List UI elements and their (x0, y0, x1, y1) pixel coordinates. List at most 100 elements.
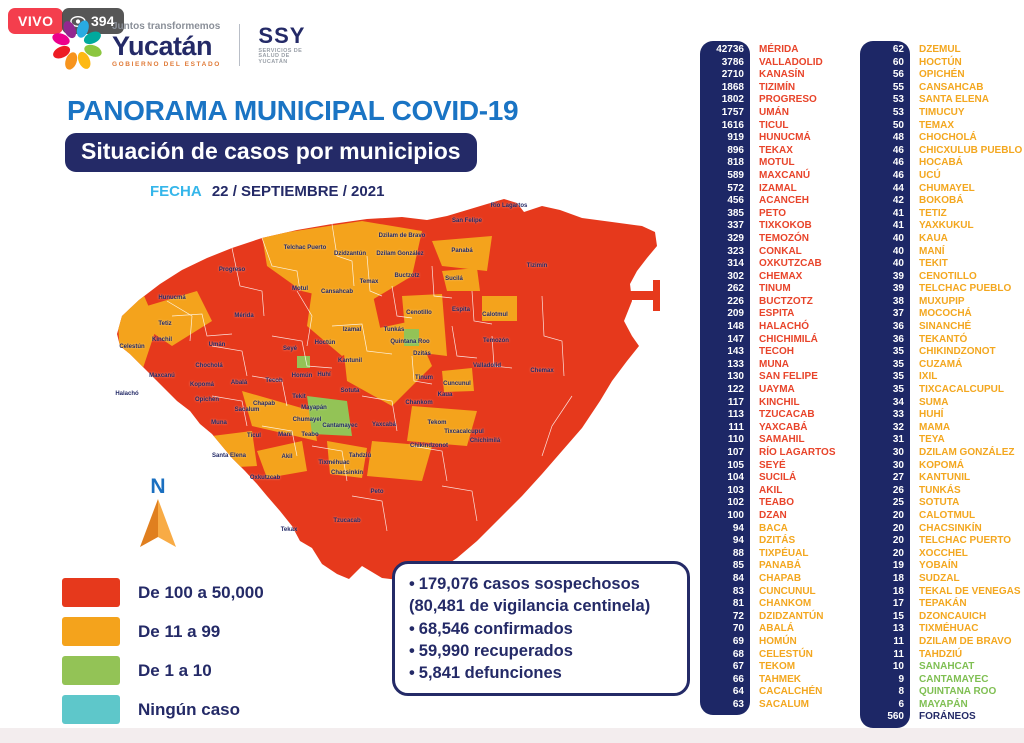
map-municipality-label: Progreso (218, 267, 246, 273)
municipality-count: 19 (892, 560, 904, 572)
municipality-name: CACALCHÉN (759, 686, 823, 698)
municipality-name: CONKAL (759, 245, 802, 257)
municipality-count: 81 (732, 598, 744, 610)
municipality-count: 26 (892, 484, 904, 496)
municipality-name: CANTAMAYEC (919, 673, 989, 685)
municipality-name: DZONCAUICH (919, 610, 987, 622)
municipality-name: QUINTANA ROO (919, 686, 997, 698)
municipality-name: ESPITA (759, 308, 795, 320)
brand-government-label: GOBIERNO DEL ESTADO (112, 60, 221, 68)
municipality-count: 41 (892, 220, 904, 232)
municipality-name: UCÚ (919, 169, 941, 181)
municipality-name: TEABO (759, 497, 794, 509)
municipality-count: 64 (732, 686, 744, 698)
municipality-name: HUHÍ (919, 409, 944, 421)
municipality-name: CENOTILLO (919, 270, 977, 282)
municipality-count: 56 (892, 69, 904, 81)
map-municipality-label: Muna (211, 420, 227, 426)
map-municipality-label: Motul (292, 286, 308, 292)
legend-row: De 1 a 10 (62, 656, 264, 685)
municipality-name: HALACHÓ (759, 321, 809, 333)
municipality-name: UAYMA (759, 384, 795, 396)
municipality-name: CANSAHCAB (919, 81, 984, 93)
municipality-name: SINANCHÉ (919, 321, 972, 333)
municipality-name: PETO (759, 207, 787, 219)
municipality-name: TEKIT (919, 258, 948, 270)
municipality-count: 105 (727, 459, 744, 471)
municipality-count: 1802 (721, 94, 744, 106)
map-municipality-label: Kaua (437, 392, 453, 398)
municipality-count: 11 (893, 648, 904, 660)
municipality-count: 110 (727, 434, 744, 446)
municipality-name: CHUMAYEL (919, 182, 975, 194)
municipality-name: DZITÁS (759, 535, 796, 547)
municipality-count: 46 (892, 157, 904, 169)
map-municipality-label: Kopomá (190, 382, 214, 388)
municipality-name: HOCABÁ (919, 157, 963, 169)
page-subtitle: Situación de casos por municipios (65, 133, 477, 172)
municipality-count: 63 (732, 698, 744, 710)
municipality-name: ACANCEH (759, 195, 809, 207)
municipality-name: SUCILÁ (759, 472, 797, 484)
municipality-name: TEYA (919, 434, 945, 446)
municipality-count: 41 (892, 207, 904, 219)
municipality-name: TELCHAC PUEBLO (919, 283, 1012, 295)
viewers-count: 394 (91, 13, 115, 29)
municipality-name: HUNUCMÁ (759, 132, 811, 144)
map-municipality-label: Espita (451, 307, 471, 313)
municipality-name: CUZAMÁ (919, 358, 963, 370)
map-municipality-label: Cuncunul (443, 381, 471, 387)
municipality-list-right: 62 60 56 55 53 53 50 48 46 46 46 44 42 41 41 40 40 40 39 39… (860, 41, 1022, 729)
municipality-count: 15 (892, 610, 904, 622)
legend-row: Ningún caso (62, 695, 264, 724)
municipality-count: 30 (892, 447, 904, 458)
date-value: 22 / SEPTIEMBRE / 2021 (211, 183, 385, 200)
municipality-name: BACA (759, 522, 788, 534)
municipality-name: MAYAPÁN (919, 698, 968, 710)
municipality-name: OPICHÉN (919, 69, 965, 81)
municipality-name: TELCHAC PUERTO (919, 535, 1012, 547)
map-municipality-label: Kantunil (338, 358, 362, 364)
municipality-count: 148 (727, 321, 744, 333)
map-municipality-label: Cenotillo (406, 310, 432, 316)
municipality-count: 111 (728, 421, 744, 433)
municipality-count: 10 (892, 661, 904, 673)
municipality-name: KANTUNIL (919, 472, 971, 484)
municipality-count: 88 (732, 547, 744, 559)
municipality-count: 103 (727, 484, 744, 496)
municipality-name: CHOCHOLÁ (919, 132, 977, 144)
municipality-name: TINUM (759, 283, 791, 295)
map-municipality-label: Hoctún (314, 340, 336, 346)
map-municipality-label: Chichimilá (469, 438, 501, 444)
map-municipality-label: Halachó (115, 391, 139, 397)
legend-row: De 11 a 99 (62, 617, 264, 646)
map-municipality-label: Chikindzonot (410, 443, 448, 449)
municipality-count: 31 (892, 434, 904, 446)
municipality-count: 48 (892, 132, 904, 144)
municipality-name: MANÍ (919, 245, 945, 257)
bullet: • (409, 664, 415, 683)
municipality-count: 84 (732, 572, 744, 584)
municipality-count: 20 (892, 522, 904, 534)
municipality-count: 62 (892, 44, 904, 55)
municipality-count: 70 (732, 623, 744, 635)
municipality-name: XOCCHEL (919, 547, 968, 559)
municipality-count: 66 (732, 673, 744, 685)
municipality-name: PANABÁ (759, 560, 802, 572)
municipality-name: YAXKUKUL (919, 220, 974, 232)
municipality-name: CHICHIMILÁ (759, 333, 818, 345)
municipality-name: KOPOMÁ (919, 459, 964, 471)
map-municipality-label: Tinum (415, 375, 433, 381)
map-municipality-label: Santa Elena (211, 453, 247, 459)
yucatan-choropleth-map: Río Lagartos San Felipe Dzilam de Bravo Dzi… (112, 196, 669, 584)
municipality-count: 35 (892, 384, 904, 396)
municipality-count: 27 (892, 472, 904, 484)
map-municipality-label: Yaxcabá (371, 422, 397, 428)
stats-line: (80,481 de vigilancia centinela) (409, 597, 651, 616)
bullet: • (409, 641, 415, 660)
municipality-count: 55 (892, 81, 904, 93)
municipality-count: 122 (727, 384, 744, 396)
bullet: • (409, 619, 415, 638)
municipality-name: UMÁN (759, 106, 789, 118)
municipality-name: TETIZ (919, 207, 947, 219)
